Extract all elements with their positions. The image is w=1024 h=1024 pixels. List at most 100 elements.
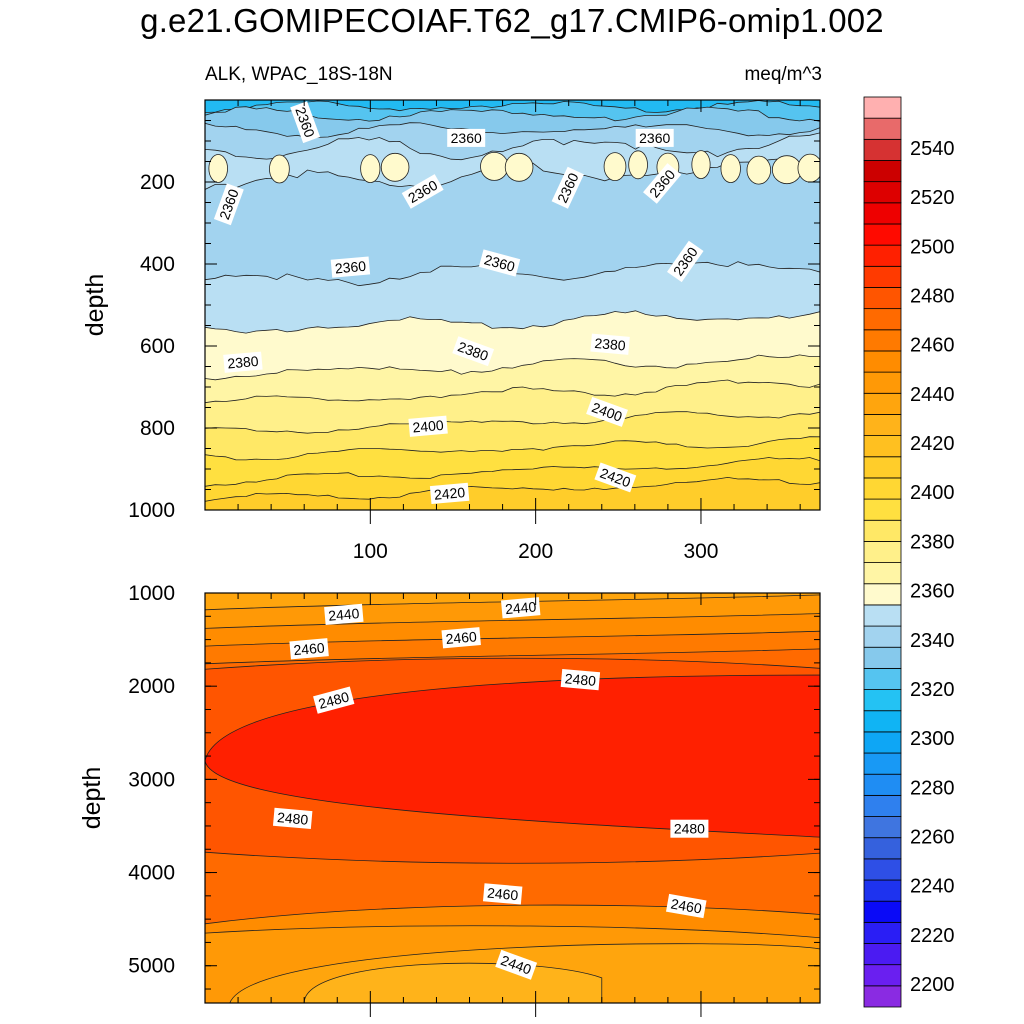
- lower-contour-label: 2440: [324, 603, 364, 626]
- upper-contour-blob: [208, 154, 228, 183]
- upper-contour-label: 2380: [590, 333, 630, 355]
- upper-contour-label-text: 2360: [482, 251, 516, 275]
- colorbar-swatch: [863, 816, 902, 839]
- upper-contour-blob: [797, 153, 820, 183]
- colorbar-tick-label: 2260: [910, 827, 955, 849]
- colorbar: 2200 2220 2240 2260 2280 2300 2320 2340 2360 2380…: [863, 96, 955, 1008]
- colorbar-tick-label: 2300: [910, 728, 955, 750]
- upper-contour-label-box: [667, 240, 704, 283]
- lower-panel-frame: [204, 592, 821, 1004]
- colorbar-tick-label: 2520: [910, 187, 955, 209]
- colorbar-swatch: [863, 160, 902, 183]
- upper-contour-label-box: [551, 166, 584, 209]
- lower-contour-label-text: 2480: [276, 809, 309, 828]
- lower-contour-label: 2480: [560, 668, 601, 691]
- upper-contour-blob: [480, 151, 509, 181]
- lower-contour-label-box: [441, 627, 481, 649]
- upper-contour-label: 2360: [478, 249, 521, 277]
- upper-contour-label: 2400: [408, 415, 448, 437]
- upper-contour-label-box: [223, 351, 263, 373]
- colorbar-swatch: [863, 138, 902, 161]
- upper-contour-label: 2360: [330, 256, 371, 278]
- lower-contour-panel: 2440 244024602460248024802480248024602460…: [78, 582, 821, 1017]
- colorbar-swatch: [863, 477, 902, 500]
- colorbar-swatch: [863, 562, 902, 585]
- upper-contour-label: 2380: [223, 351, 263, 373]
- colorbar-tick-label: 2200: [910, 974, 955, 996]
- lower-y-axis-label: depth: [78, 767, 106, 830]
- upper-contour-blob: [380, 152, 410, 182]
- colorbar-swatch: [863, 985, 902, 1008]
- upper-contour-label-box: [290, 101, 321, 144]
- upper-y-tick-label: 400: [140, 253, 175, 276]
- upper-contour-label-box: [635, 128, 674, 147]
- lower-contour-label-box: [560, 668, 601, 691]
- upper-contour-label-box: [452, 336, 495, 367]
- upper-contour-label: 2420: [429, 482, 470, 505]
- upper-contour-label-box: [213, 183, 244, 226]
- lower-contour-label-text: 2440: [328, 605, 361, 624]
- lower-contour-label: 2480: [313, 686, 355, 714]
- lower-contour-label-box: [501, 597, 541, 619]
- colorbar-swatch: [863, 329, 902, 352]
- upper-contour-label-text: 2360: [639, 130, 670, 146]
- colorbar-swatch: [863, 435, 902, 458]
- colorbar-swatch: [863, 371, 902, 394]
- upper-contour-label-box: [594, 462, 637, 493]
- lower-contour-label: 2440: [501, 597, 541, 619]
- upper-x-tick-label: 300: [683, 540, 718, 563]
- lower-contour-label-text: 2460: [445, 628, 478, 647]
- colorbar-swatch: [863, 498, 902, 521]
- upper-contour-label-box: [478, 249, 521, 277]
- colorbar-swatch: [863, 858, 902, 881]
- lower-contour-label: 2480: [272, 807, 313, 830]
- colorbar-tick-label: 2500: [910, 236, 955, 258]
- lower-contour-label: 2460: [665, 893, 707, 919]
- upper-contour-label-text: 2400: [412, 417, 445, 436]
- colorbar-swatch: [863, 943, 902, 966]
- lower-contour-label-box: [272, 807, 313, 830]
- lower-y-tick-label: 4000: [128, 862, 175, 885]
- colorbar-tick-label: 2420: [910, 433, 955, 455]
- colorbar-swatch: [863, 689, 902, 712]
- upper-contour-label-text: 2360: [334, 258, 367, 277]
- colorbar-swatch: [863, 96, 902, 119]
- upper-contour-label-text: 2420: [433, 484, 466, 503]
- lower-contour-label-box: [313, 686, 355, 714]
- lower-contour-label-text: 2460: [293, 639, 326, 658]
- lower-y-tick-label: 1000: [128, 582, 175, 605]
- upper-contour-label-box: [447, 128, 486, 147]
- lower-contour-label-box: [324, 603, 364, 626]
- upper-contour-label: 2360: [635, 128, 674, 147]
- upper-contour-label-box: [330, 256, 371, 278]
- colorbar-swatch: [863, 265, 902, 288]
- colorbar-swatch: [863, 625, 902, 648]
- upper-contour-label: 2360: [447, 128, 486, 147]
- colorbar-swatch: [863, 181, 902, 204]
- colorbar-tick-label: 2380: [910, 531, 955, 553]
- lower-contour-label-box: [289, 638, 329, 660]
- lower-contour-label-text: 2480: [564, 670, 597, 689]
- chart-title: g.e21.GOMIPECOIAF.T62_g17.CMIP6-omip1.00…: [140, 2, 884, 39]
- chart-subtitle-units: meq/m^3: [744, 64, 822, 85]
- colorbar-tick-label: 2220: [910, 925, 955, 947]
- lower-contour-label-text: 2440: [504, 598, 537, 617]
- upper-contour-label-box: [429, 482, 470, 505]
- colorbar-swatch: [863, 117, 902, 140]
- upper-contour-blob: [771, 155, 802, 185]
- colorbar-tick-label: 2280: [910, 777, 955, 799]
- colorbar-swatch: [863, 456, 902, 479]
- colorbar-swatch: [863, 519, 902, 542]
- colorbar-tick-label: 2440: [910, 384, 955, 406]
- upper-contour-blob: [720, 154, 741, 184]
- lower-contour-label: 2460: [441, 627, 481, 649]
- colorbar-swatch: [863, 223, 902, 246]
- lower-contour-label-box: [670, 819, 709, 838]
- upper-contour-label-text: 2380: [594, 335, 627, 354]
- colorbar-swatch: [863, 752, 902, 775]
- upper-y-tick-label: 1000: [128, 499, 175, 522]
- lower-contour-label-box: [482, 883, 523, 905]
- colorbar-tick-label: 2540: [910, 138, 955, 160]
